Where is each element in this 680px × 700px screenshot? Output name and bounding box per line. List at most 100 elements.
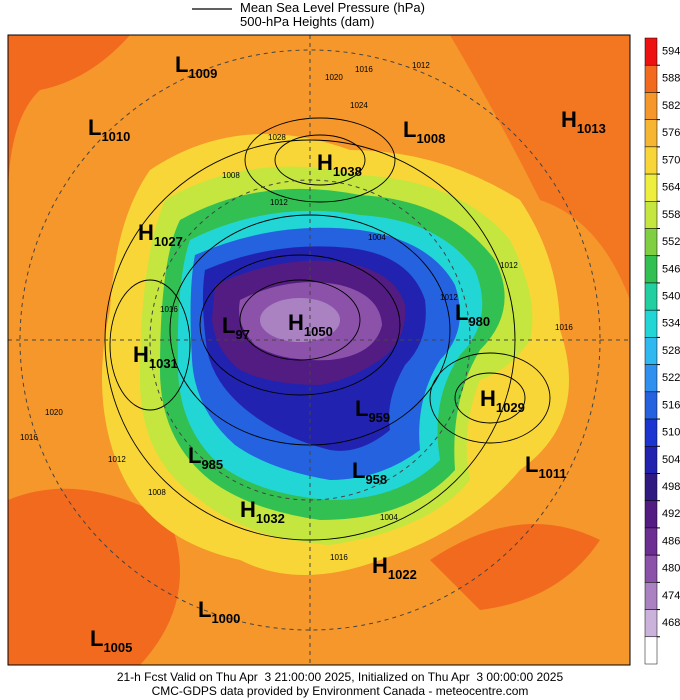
colorbar-swatch [644, 228, 658, 256]
pressure-center: L959 [355, 396, 390, 425]
contour-label: 1004 [380, 513, 398, 522]
center-pressure: 1027 [154, 234, 183, 249]
colorbar-swatch [644, 609, 658, 638]
center-pressure: 1022 [388, 567, 417, 582]
colorbar-swatch [644, 582, 658, 610]
footer-text: 21-h Fcst Valid on Thu Apr 3 21:00:00 20… [117, 670, 564, 684]
center-type: H [317, 150, 333, 175]
colorbar-swatch [644, 282, 658, 311]
colorbar-swatch [644, 37, 658, 66]
colorbar-swatch [644, 92, 658, 120]
center-type: L [222, 313, 235, 338]
center-type: H [288, 310, 304, 335]
center-pressure: 1000 [211, 611, 240, 626]
center-pressure: 1031 [149, 356, 178, 371]
center-pressure: 1009 [188, 66, 217, 81]
pressure-center: L1011 [525, 452, 567, 481]
colorbar-label: 510 [662, 427, 680, 439]
colorbar-swatch [644, 500, 658, 529]
center-pressure: 1029 [496, 400, 525, 415]
center-type: H [138, 220, 154, 245]
colorbar-label: 546 [662, 263, 680, 275]
pressure-center: L1010 [88, 115, 130, 144]
colorbar-swatch [644, 173, 658, 202]
colorbar-label: 534 [662, 318, 680, 330]
center-pressure: 985 [201, 457, 223, 472]
center-type: L [525, 452, 538, 477]
pressure-center: H1032 [240, 497, 285, 526]
colorbar-swatch [644, 527, 658, 556]
center-pressure: 959 [368, 410, 390, 425]
contour-label: 1008 [222, 171, 240, 180]
center-type: L [188, 443, 201, 468]
contour-label: 1016 [555, 323, 573, 332]
pressure-center: L1005 [90, 626, 132, 655]
legend-text: 500-hPa Heights (dam) [240, 14, 374, 29]
colorbar-label: 522 [662, 372, 680, 384]
colorbar-label: 498 [662, 481, 680, 493]
center-type: H [240, 497, 256, 522]
center-pressure: 1050 [304, 324, 333, 339]
center-type: H [133, 342, 149, 367]
center-pressure: 1032 [256, 511, 285, 526]
contour-label: 1016 [20, 433, 38, 442]
center-pressure: 97 [235, 327, 249, 342]
colorbar-label: 588 [662, 73, 680, 85]
colorbar-swatch [644, 309, 658, 338]
pressure-center: L97 [222, 313, 250, 342]
colorbar-swatch [644, 418, 658, 447]
colorbar-label: 594 [662, 46, 680, 58]
center-pressure: 1013 [577, 121, 606, 136]
pressure-center: L1008 [403, 117, 445, 146]
center-pressure: 958 [365, 472, 387, 487]
center-type: H [561, 107, 577, 132]
pressure-center: L1000 [198, 597, 240, 626]
colorbar-label: 576 [662, 127, 680, 139]
center-pressure: 980 [468, 314, 490, 329]
contour-label: 1012 [108, 455, 126, 464]
contour-label: 1012 [500, 261, 518, 270]
center-type: L [352, 458, 365, 483]
center-type: H [372, 553, 388, 578]
colorbar-label: 480 [662, 563, 680, 575]
colorbar-label: 504 [662, 454, 680, 466]
center-pressure: 1010 [101, 129, 130, 144]
contour-label: 1020 [325, 73, 343, 82]
contour-label: 1028 [268, 133, 286, 142]
map-field [8, 35, 630, 665]
center-type: L [90, 626, 103, 651]
pressure-center: H1029 [480, 386, 525, 415]
colorbar-swatch [644, 119, 658, 148]
pressure-center: H1050 [288, 310, 333, 339]
colorbar-label: 552 [662, 236, 680, 248]
pressure-center: L1009 [175, 52, 217, 81]
colorbar-label: 540 [662, 290, 680, 302]
colorbar-swatch [644, 64, 658, 93]
colorbar-label: 570 [662, 154, 680, 166]
colorbar-swatch [644, 201, 658, 229]
colorbar-label: 474 [662, 590, 680, 602]
colorbar-swatch [644, 364, 658, 393]
pressure-center: H1022 [372, 553, 417, 582]
contour-label: 1008 [148, 488, 166, 497]
colorbar-swatch [644, 337, 658, 365]
map-frame [7, 34, 631, 666]
center-type: L [355, 396, 368, 421]
legend-text: Mean Sea Level Pressure (hPa) [240, 0, 425, 15]
center-type: L [455, 300, 468, 325]
colorbar-label: 564 [662, 182, 680, 194]
pressure-center: H1013 [561, 107, 606, 136]
contour-label: 1016 [355, 65, 373, 74]
footer-text: CMC-GDPS data provided by Environment Ca… [152, 684, 529, 698]
center-pressure: 1038 [333, 164, 362, 179]
colorbar-swatch [644, 391, 658, 420]
center-type: L [198, 597, 211, 622]
colorbar-label: 516 [662, 399, 680, 411]
contour-label: 1004 [368, 233, 386, 242]
colorbar-label: 492 [662, 508, 680, 520]
colorbar-swatch [644, 146, 658, 175]
center-type: L [403, 117, 416, 142]
